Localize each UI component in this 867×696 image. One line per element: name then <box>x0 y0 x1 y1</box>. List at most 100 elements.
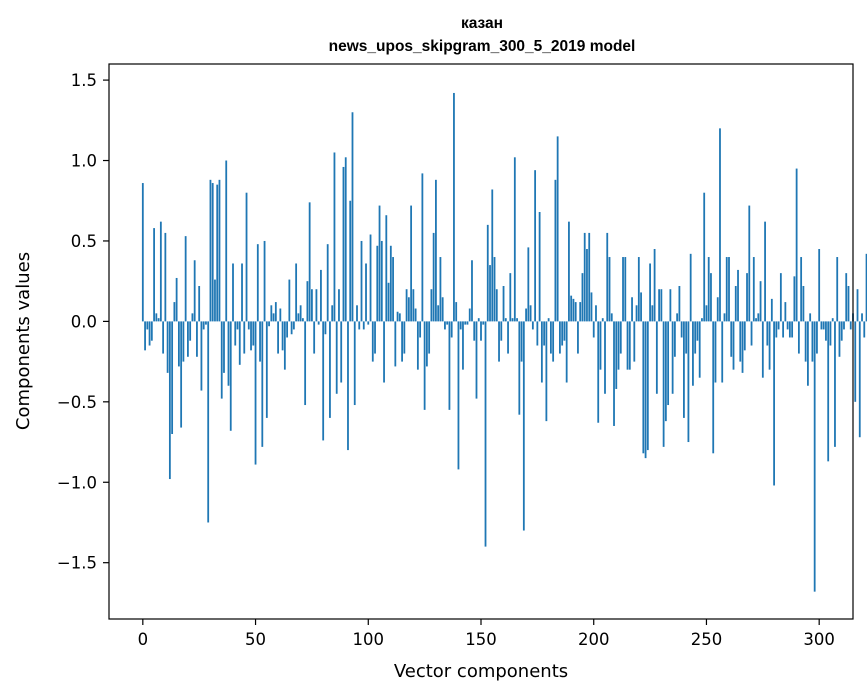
bar-component-143 <box>464 321 467 325</box>
bar-component-252 <box>710 273 712 322</box>
bar-component-167 <box>518 321 521 415</box>
bar-component-237 <box>676 313 679 322</box>
bar-component-172 <box>529 305 532 322</box>
bar-component-109 <box>387 282 390 322</box>
bar-series <box>141 92 867 592</box>
bar-component-195 <box>581 273 584 322</box>
bar-component-127 <box>428 321 431 354</box>
bar-component-74 <box>308 202 311 322</box>
bar-component-256 <box>719 128 721 322</box>
bar-component-221 <box>640 292 642 322</box>
bar-component-254 <box>714 321 717 383</box>
bar-component-130 <box>435 179 437 322</box>
bar-component-299 <box>816 321 818 354</box>
bar-component-133 <box>441 297 444 322</box>
bar-component-27 <box>202 321 205 330</box>
bar-component-113 <box>396 311 399 322</box>
bar-component-90 <box>344 157 347 322</box>
bar-component-246 <box>696 321 699 341</box>
bar-component-253 <box>712 321 715 454</box>
x-tick-label: 250 <box>691 630 723 649</box>
bar-component-96 <box>358 321 361 330</box>
bar-component-59 <box>274 302 277 322</box>
bar-component-189 <box>568 221 570 322</box>
x-axis-label: Vector components <box>394 661 568 682</box>
bar-component-128 <box>430 289 433 322</box>
bar-component-84 <box>331 305 334 322</box>
bar-component-55 <box>265 321 268 418</box>
bar-component-226 <box>651 305 654 322</box>
x-tick-label: 200 <box>578 630 610 649</box>
bar-component-281 <box>775 321 778 338</box>
bar-component-82 <box>326 244 329 322</box>
bar-component-86 <box>335 321 338 394</box>
bar-component-308 <box>836 257 839 322</box>
bar-component-305 <box>829 321 832 346</box>
bar-component-317 <box>856 289 859 322</box>
bar-component-258 <box>723 313 726 322</box>
bar-component-285 <box>784 302 787 322</box>
bar-component-270 <box>750 321 753 346</box>
bar-component-117 <box>405 289 408 322</box>
bar-component-314 <box>849 321 852 330</box>
bar-component-72 <box>304 321 307 406</box>
bar-component-303 <box>825 321 827 341</box>
bar-component-100 <box>367 321 370 325</box>
bar-component-136 <box>448 321 451 410</box>
bar-component-191 <box>572 298 575 322</box>
bar-component-77 <box>315 289 318 322</box>
bar-component-187 <box>563 321 566 341</box>
y-tick-label: 0.5 <box>71 232 97 251</box>
x-axis-ticks: 0 50 100 150 200 250 300 <box>138 619 835 649</box>
bar-component-57 <box>270 305 273 322</box>
bar-component-120 <box>412 289 415 322</box>
y-tick-label: −1.0 <box>57 473 97 492</box>
bar-component-175 <box>536 321 539 346</box>
bar-component-46 <box>245 192 248 322</box>
bar-component-206 <box>606 232 609 322</box>
bar-component-40 <box>232 263 234 322</box>
bar-component-228 <box>655 321 658 394</box>
plot-frame <box>108 63 854 620</box>
bar-component-234 <box>669 289 672 322</box>
bar-component-37 <box>225 160 228 322</box>
bar-component-245 <box>694 321 697 354</box>
bar-component-75 <box>311 289 313 322</box>
bar-component-62 <box>281 321 284 351</box>
bar-component-204 <box>601 318 604 322</box>
bar-component-93 <box>351 112 354 322</box>
bar-component-163 <box>509 273 512 322</box>
bar-component-21 <box>189 321 192 341</box>
bar-component-64 <box>286 321 289 338</box>
bar-component-15 <box>175 277 178 322</box>
bar-component-24 <box>196 321 198 357</box>
bar-component-298 <box>813 321 816 592</box>
bar-component-50 <box>254 321 257 465</box>
bar-component-186 <box>561 321 564 346</box>
bar-component-38 <box>227 321 230 386</box>
bar-component-185 <box>559 321 561 354</box>
bar-component-273 <box>757 313 760 322</box>
bar-component-251 <box>707 257 710 322</box>
bar-component-248 <box>701 318 703 322</box>
bar-component-241 <box>685 321 688 354</box>
bar-component-33 <box>216 184 219 322</box>
bar-component-282 <box>777 321 780 330</box>
bar-component-193 <box>577 321 579 354</box>
bar-component-13 <box>171 321 174 434</box>
bar-component-220 <box>637 257 640 322</box>
bar-component-125 <box>423 321 426 410</box>
bar-component-316 <box>854 321 857 402</box>
bar-component-44 <box>241 263 243 322</box>
bar-component-124 <box>421 173 424 322</box>
bar-component-69 <box>297 313 300 322</box>
bar-component-0 <box>141 183 144 322</box>
bar-component-58 <box>272 313 275 322</box>
bar-component-250 <box>705 305 708 322</box>
bar-component-158 <box>498 321 500 362</box>
bar-component-85 <box>333 152 336 322</box>
bar-component-78 <box>317 321 320 325</box>
bar-component-29 <box>207 321 210 523</box>
bar-component-76 <box>313 321 316 354</box>
x-tick-label: 300 <box>803 630 835 649</box>
